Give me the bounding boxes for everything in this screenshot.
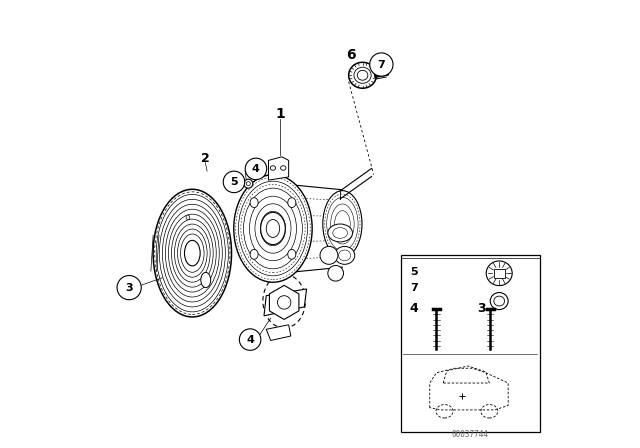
Ellipse shape [354,67,371,83]
Text: 1: 1 [276,107,285,121]
Text: 5: 5 [230,177,238,187]
Ellipse shape [270,166,276,170]
Text: 7: 7 [410,283,418,293]
Text: 6: 6 [346,48,356,62]
Ellipse shape [320,246,338,264]
Ellipse shape [494,296,504,306]
Ellipse shape [246,182,250,186]
Circle shape [223,171,244,193]
Ellipse shape [186,215,189,220]
Text: 4: 4 [410,302,419,315]
Ellipse shape [234,175,312,282]
Circle shape [370,53,393,76]
Text: 5: 5 [410,267,418,277]
Ellipse shape [278,296,291,309]
Polygon shape [266,325,291,340]
Ellipse shape [335,246,355,264]
Text: 00037744: 00037744 [452,430,488,439]
Ellipse shape [288,250,296,259]
Text: 3: 3 [477,302,486,315]
Ellipse shape [328,224,353,242]
Ellipse shape [323,191,362,257]
Ellipse shape [266,220,280,237]
Bar [401,255,540,432]
Text: 7: 7 [378,60,385,69]
Ellipse shape [280,166,286,170]
Text: 2: 2 [201,151,210,165]
Ellipse shape [486,261,512,286]
FancyBboxPatch shape [494,269,504,278]
Circle shape [117,276,141,300]
Ellipse shape [288,198,296,207]
Ellipse shape [250,250,258,259]
Polygon shape [264,289,307,316]
Circle shape [239,329,261,350]
Ellipse shape [349,62,376,88]
Text: 3: 3 [125,283,133,293]
Ellipse shape [490,293,508,310]
Ellipse shape [250,198,258,207]
Text: 4: 4 [252,164,260,174]
Ellipse shape [244,179,253,188]
Ellipse shape [184,240,200,266]
Text: 4: 4 [246,335,254,345]
Ellipse shape [201,272,211,288]
Polygon shape [269,157,289,180]
Polygon shape [269,285,299,319]
Ellipse shape [260,212,285,245]
Ellipse shape [263,274,305,328]
Ellipse shape [328,265,344,281]
Ellipse shape [357,70,368,80]
Circle shape [245,158,267,180]
